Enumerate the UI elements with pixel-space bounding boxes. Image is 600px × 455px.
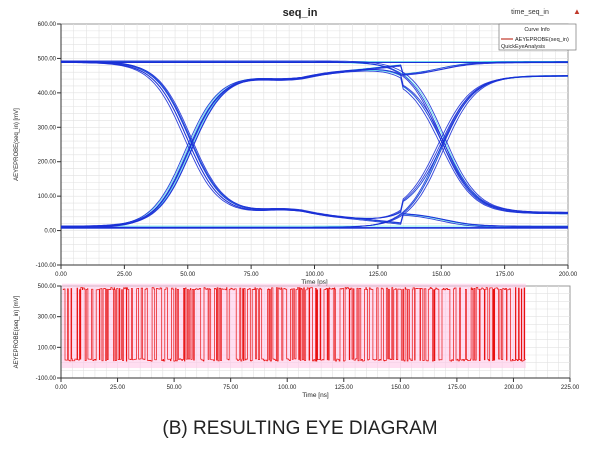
y-tick-label: 500.00 (38, 284, 57, 290)
x-tick-label: 100.00 (305, 272, 324, 278)
y-axis-label: AEYEPROBE(seq_in) [mV] (14, 295, 20, 368)
bitstream-trace (62, 287, 526, 362)
legend-subtitle: QuickEyeAnalysis (501, 44, 545, 50)
eye-traces (60, 60, 568, 229)
x-tick-label: 25.00 (110, 385, 126, 391)
eye-trace (61, 62, 568, 229)
y-tick-label: 200.00 (38, 160, 57, 166)
chart-title: seq_in (283, 7, 318, 19)
x-tick-label: 225.00 (561, 385, 580, 391)
eye-trace (61, 68, 568, 227)
y-tick-label: 300.00 (38, 315, 57, 321)
legend-box (498, 23, 577, 51)
figure-caption: (B) RESULTING EYE DIAGRAM (162, 418, 438, 439)
y-tick-label: 100.00 (38, 345, 57, 351)
x-tick-label: 75.00 (244, 272, 260, 278)
y-tick-label: 100.00 (38, 194, 57, 200)
y-tick-label: 600.00 (38, 22, 57, 28)
sort-arrow-icon: ▲ (573, 7, 581, 16)
x-tick-label: 150.00 (391, 385, 410, 391)
eye-trace (61, 61, 568, 219)
x-tick-label: 125.00 (369, 272, 388, 278)
eye-diagram-figure: seq_in time_seq_in ▲ 0.00 25.00 50.00 75.00 100… (14, 7, 581, 399)
eye-trace (61, 61, 568, 214)
x-tick-label: 175.00 (448, 385, 467, 391)
x-tick-label: 50.00 (180, 272, 196, 278)
x-tick-label: 75.00 (223, 385, 239, 391)
y-tick-label: -100.00 (36, 263, 57, 269)
x-tick-label: 0.00 (55, 272, 67, 278)
y-axis-label: AEYEPROBE(seq_in) [mV] (14, 108, 20, 181)
legend-entry: AEYEPROBE(seq_in) (515, 37, 569, 43)
y-tick-label: 400.00 (38, 91, 57, 97)
eye-trace (61, 60, 568, 227)
x-axis-label: Time [ns] (302, 392, 329, 399)
x-tick-label: 200.00 (504, 385, 523, 391)
eye-trace (61, 75, 568, 228)
x-tick-label: 100.00 (278, 385, 297, 391)
x-tick-label: 0.00 (55, 385, 67, 391)
y-tick-label: -100.00 (36, 376, 57, 382)
eye-trace (61, 60, 568, 213)
x-tick-label: 125.00 (335, 385, 354, 391)
y-tick-label: 300.00 (38, 125, 57, 131)
y-tick-label: 500.00 (38, 56, 57, 62)
x-tick-label: 150.00 (432, 272, 451, 278)
x-axis-label: Time [ps] (301, 279, 328, 286)
x-tick-label: 200.00 (559, 272, 578, 278)
corner-label: time_seq_in (511, 9, 549, 16)
legend: Curve Info AEYEPROBE(seq_in)QuickEyeAnaly… (498, 23, 577, 51)
y-tick-label: 0.00 (44, 229, 56, 235)
trace-band (62, 283, 526, 369)
x-tick-label: 25.00 (117, 272, 133, 278)
x-tick-label: 175.00 (495, 272, 514, 278)
x-tick-label: 50.00 (167, 385, 183, 391)
legend-title: Curve Info (524, 27, 549, 33)
